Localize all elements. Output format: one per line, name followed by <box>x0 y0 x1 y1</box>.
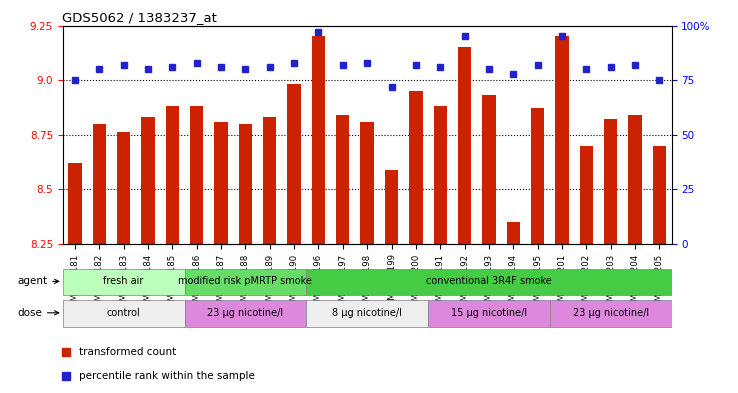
Text: 8 μg nicotine/l: 8 μg nicotine/l <box>332 308 402 318</box>
Bar <box>458 47 472 244</box>
Bar <box>360 121 374 244</box>
Text: dose: dose <box>17 308 59 318</box>
Text: control: control <box>107 308 140 318</box>
Bar <box>68 163 82 244</box>
Text: fresh air: fresh air <box>103 276 144 286</box>
Text: percentile rank within the sample: percentile rank within the sample <box>79 371 255 381</box>
Bar <box>336 115 350 244</box>
Bar <box>263 117 277 244</box>
Text: agent: agent <box>17 276 59 286</box>
Bar <box>482 95 496 244</box>
Bar <box>214 121 228 244</box>
Text: conventional 3R4F smoke: conventional 3R4F smoke <box>426 276 552 286</box>
Bar <box>628 115 642 244</box>
Bar <box>531 108 545 244</box>
Bar <box>652 145 666 244</box>
Bar <box>506 222 520 244</box>
Bar <box>306 269 672 295</box>
Text: 23 μg nicotine/l: 23 μg nicotine/l <box>573 308 649 318</box>
Bar <box>384 169 399 244</box>
Bar <box>428 300 550 327</box>
Bar <box>311 37 325 244</box>
Bar <box>63 269 184 295</box>
Bar <box>550 300 672 327</box>
Bar <box>287 84 301 244</box>
Bar <box>433 106 447 244</box>
Bar <box>579 145 593 244</box>
Text: modified risk pMRTP smoke: modified risk pMRTP smoke <box>179 276 312 286</box>
Bar <box>604 119 618 244</box>
Text: transformed count: transformed count <box>79 347 176 357</box>
Text: 23 μg nicotine/l: 23 μg nicotine/l <box>207 308 283 318</box>
Bar <box>306 300 428 327</box>
Bar <box>190 106 204 244</box>
Bar <box>63 300 184 327</box>
Bar <box>184 269 306 295</box>
Bar <box>409 91 423 244</box>
Text: 15 μg nicotine/l: 15 μg nicotine/l <box>451 308 527 318</box>
Bar <box>141 117 155 244</box>
Bar <box>238 124 252 244</box>
Bar <box>117 132 131 244</box>
Bar <box>165 106 179 244</box>
Text: GDS5062 / 1383237_at: GDS5062 / 1383237_at <box>62 11 217 24</box>
Bar <box>184 300 306 327</box>
Bar <box>555 37 569 244</box>
Bar <box>92 124 106 244</box>
